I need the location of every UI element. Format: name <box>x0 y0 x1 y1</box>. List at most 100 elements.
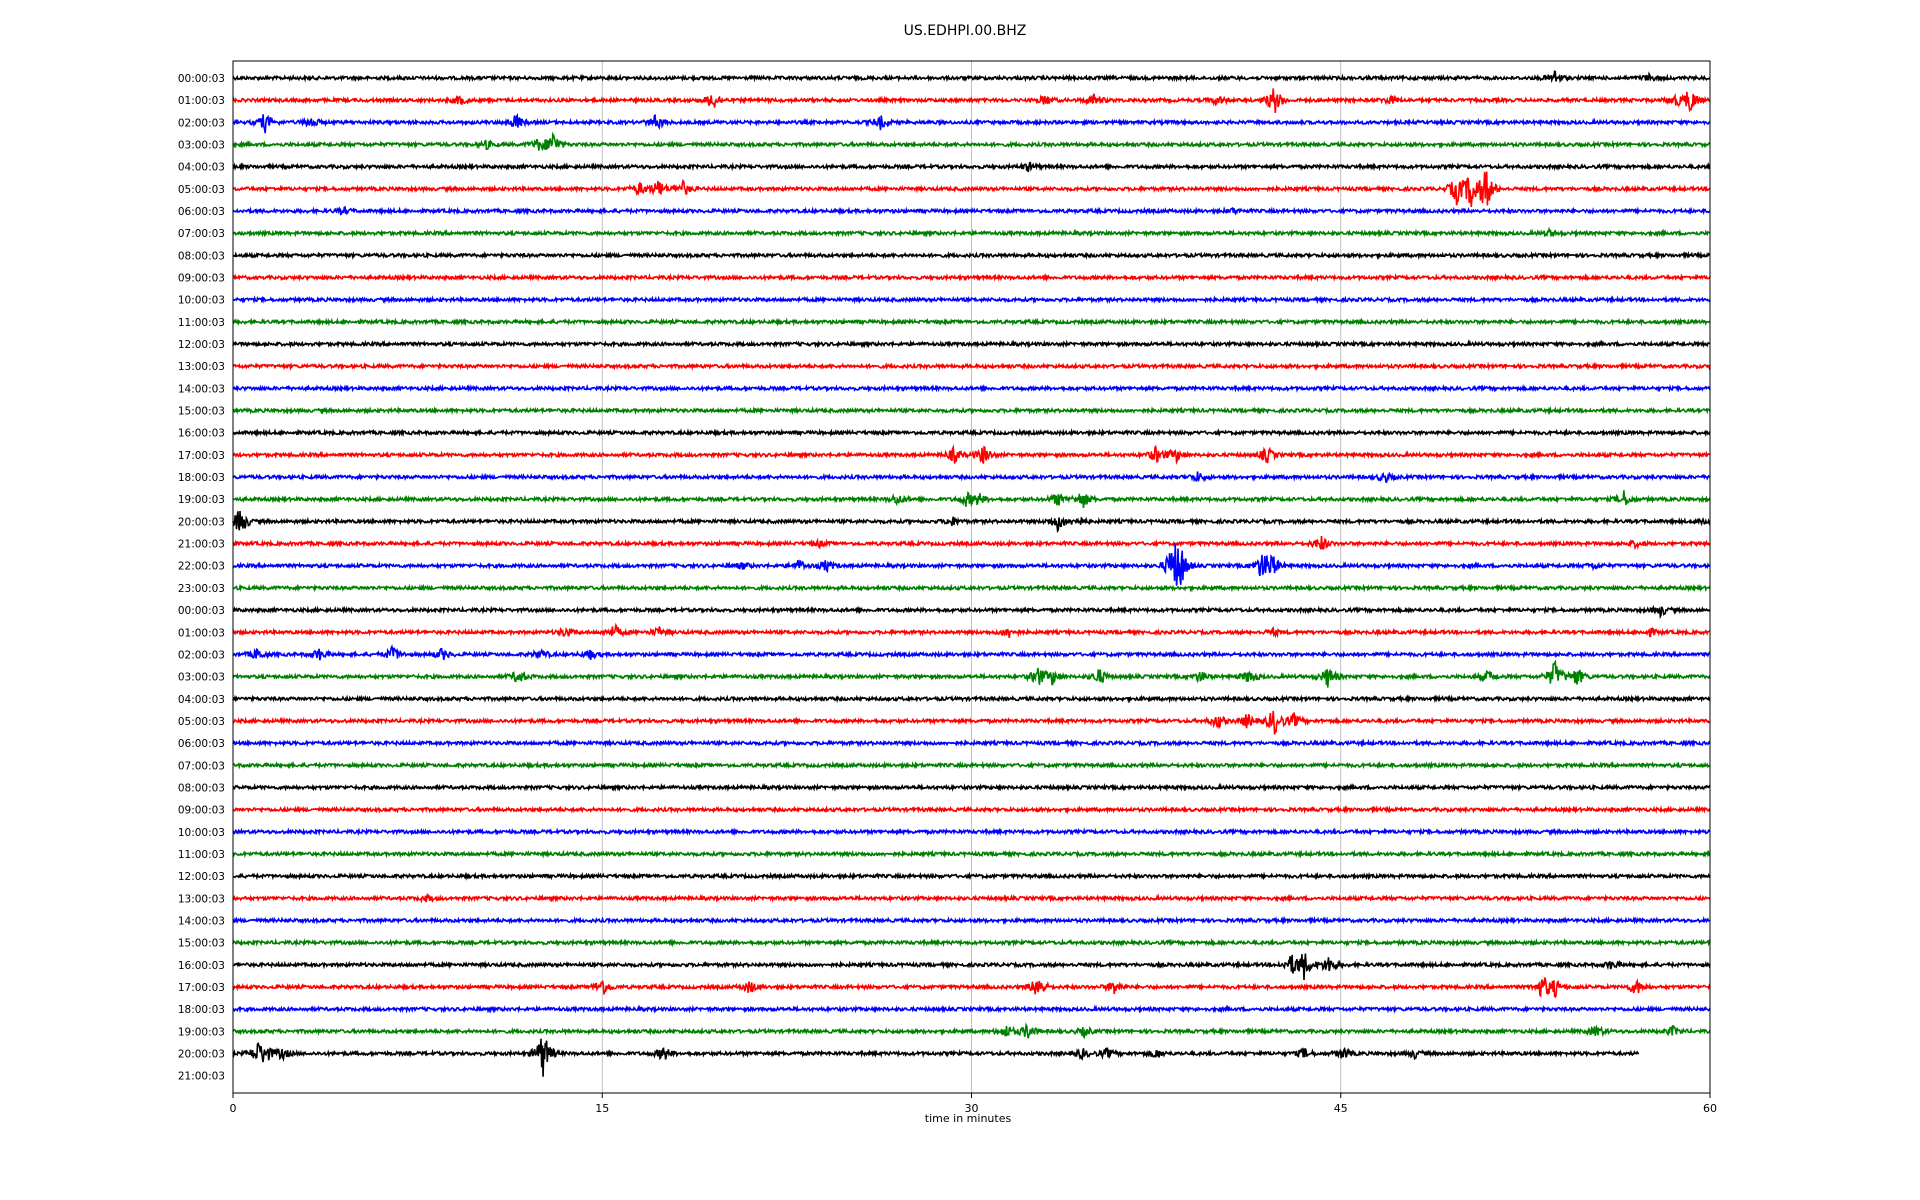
seismic-trace <box>232 915 1711 926</box>
seismic-trace <box>232 604 1711 620</box>
seismic-trace <box>232 953 1711 981</box>
row-time-label: 10:00:03 <box>178 295 225 307</box>
seismic-trace <box>232 317 1710 327</box>
seismic-trace <box>232 738 1711 748</box>
seismic-trace <box>232 131 1711 152</box>
seismic-trace <box>232 1004 1711 1014</box>
row-time-label: 04:00:03 <box>178 694 225 706</box>
row-time-label: 16:00:03 <box>178 428 225 440</box>
seismic-trace <box>232 272 1711 283</box>
seismic-trace <box>232 543 1711 586</box>
row-time-label: 09:00:03 <box>178 273 225 285</box>
x-tick-label: 30 <box>965 1102 979 1115</box>
seismic-trace <box>232 250 1711 261</box>
row-time-label: 06:00:03 <box>178 738 225 750</box>
row-time-label: 16:00:03 <box>178 960 225 972</box>
x-tick-label: 45 <box>1334 1102 1348 1115</box>
seismic-trace <box>232 937 1711 948</box>
seismic-trace <box>232 226 1711 238</box>
row-time-label: 13:00:03 <box>178 893 225 905</box>
seismic-trace <box>232 161 1711 173</box>
seismic-trace <box>232 339 1711 349</box>
x-axis-label: time in minutes <box>925 1112 1012 1125</box>
seismic-trace <box>232 583 1711 593</box>
row-time-label: 20:00:03 <box>178 1048 225 1060</box>
row-time-label: 17:00:03 <box>178 450 225 462</box>
seismic-trace <box>232 694 1711 704</box>
seismic-trace <box>232 805 1711 815</box>
row-time-label: 20:00:03 <box>178 516 225 528</box>
seismic-trace <box>232 171 1711 208</box>
row-time-label: 15:00:03 <box>178 406 225 418</box>
row-time-label: 01:00:03 <box>178 627 225 639</box>
row-time-label: 12:00:03 <box>178 339 225 351</box>
seismic-trace <box>232 849 1711 859</box>
row-time-label: 00:00:03 <box>178 73 225 85</box>
plot-area: 00:00:03 01:00:03 02:00:03 03:00:03 04:00:03… <box>178 60 1717 1115</box>
seismic-trace <box>232 1038 1640 1077</box>
row-time-label: 15:00:03 <box>178 938 225 950</box>
seismic-trace <box>232 893 1711 904</box>
seismic-trace <box>232 510 1711 534</box>
row-time-label: 19:00:03 <box>178 494 225 506</box>
row-time-label: 07:00:03 <box>178 228 225 240</box>
seismic-trace <box>232 88 1711 113</box>
row-time-label: 14:00:03 <box>178 383 225 395</box>
row-time-label: 08:00:03 <box>178 782 225 794</box>
seismic-trace <box>232 760 1711 770</box>
seismic-trace <box>232 70 1711 84</box>
row-time-label: 03:00:03 <box>178 140 225 152</box>
seismic-trace <box>232 405 1711 416</box>
seismic-trace <box>232 205 1711 216</box>
row-time-label: 05:00:03 <box>178 184 225 196</box>
row-time-label: 07:00:03 <box>178 760 225 772</box>
seismic-trace <box>232 827 1711 837</box>
seismic-trace <box>232 977 1711 998</box>
row-time-label: 11:00:03 <box>178 317 225 329</box>
row-time-label: 21:00:03 <box>178 539 225 551</box>
seismic-trace <box>232 490 1711 508</box>
seismic-trace <box>232 871 1711 881</box>
seismic-trace <box>232 536 1711 551</box>
chart-title: US.EDHPI.00.BHZ <box>904 23 1027 39</box>
row-time-label: 17:00:03 <box>178 982 225 994</box>
seismic-trace <box>232 361 1711 371</box>
row-time-label: 09:00:03 <box>178 805 225 817</box>
row-time-label: 02:00:03 <box>178 117 225 129</box>
row-time-label: 10:00:03 <box>178 827 225 839</box>
row-time-label: 03:00:03 <box>178 672 225 684</box>
row-time-label: 01:00:03 <box>178 95 225 107</box>
row-time-label: 18:00:03 <box>178 1004 225 1016</box>
seismic-trace <box>232 782 1711 793</box>
row-time-label: 14:00:03 <box>178 915 225 927</box>
row-time-label: 11:00:03 <box>178 849 225 861</box>
row-time-label: 04:00:03 <box>178 162 225 174</box>
row-time-label: 18:00:03 <box>178 472 225 484</box>
row-time-label: 19:00:03 <box>178 1026 225 1038</box>
seismic-trace <box>232 644 1711 661</box>
seismic-trace <box>232 659 1711 688</box>
row-time-label: 23:00:03 <box>178 583 225 595</box>
row-time-label: 13:00:03 <box>178 361 225 373</box>
seismic-trace <box>232 471 1711 484</box>
row-time-label: 06:00:03 <box>178 206 225 218</box>
x-tick-label: 0 <box>230 1102 237 1115</box>
row-time-label: 21:00:03 <box>178 1071 225 1083</box>
row-time-label: 02:00:03 <box>178 649 225 661</box>
row-time-label: 05:00:03 <box>178 716 225 728</box>
x-tick-label: 15 <box>595 1102 609 1115</box>
row-time-label: 22:00:03 <box>178 561 225 573</box>
x-tick-label: 60 <box>1703 1102 1717 1115</box>
seismic-trace <box>232 383 1711 393</box>
seismic-trace <box>232 444 1711 465</box>
seismic-trace <box>232 711 1711 735</box>
seismic-trace <box>232 428 1711 438</box>
row-time-label: 12:00:03 <box>178 871 225 883</box>
seismic-trace <box>232 1022 1711 1040</box>
seismic-trace <box>232 112 1710 134</box>
seismic-trace <box>232 622 1710 639</box>
seismic-trace <box>232 294 1711 305</box>
row-time-label: 00:00:03 <box>178 605 225 617</box>
row-time-label: 08:00:03 <box>178 250 225 262</box>
